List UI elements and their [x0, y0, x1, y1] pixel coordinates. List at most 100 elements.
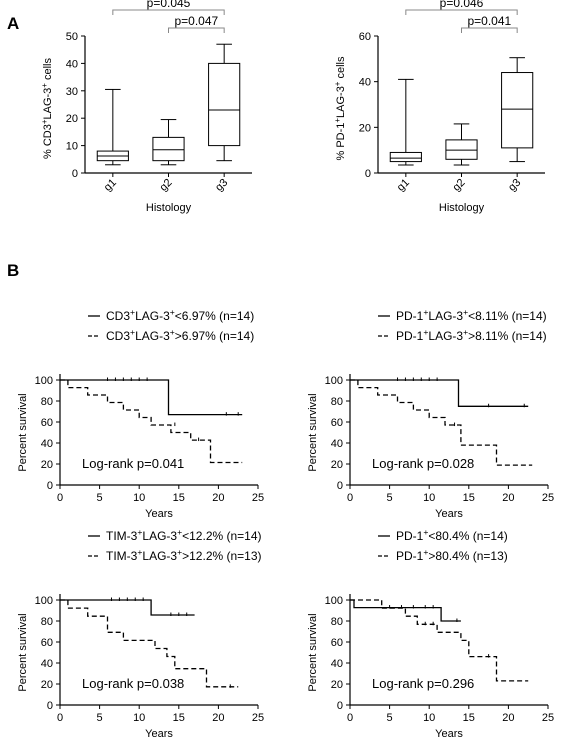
- label-part: % CD3: [42, 124, 54, 159]
- y-axis-label: Percent survival: [17, 613, 29, 691]
- legend-label: PD-1+LAG-3+<8.11% (n=14): [396, 307, 547, 323]
- legend-label: PD-1+>80.4% (n=13): [396, 547, 508, 563]
- y-tick-label: 0: [337, 700, 343, 712]
- x-tick-label: 10: [423, 492, 435, 504]
- x-tick-label: 15: [173, 712, 185, 724]
- label-part: cells: [335, 56, 347, 82]
- x-tick-label: 10: [423, 712, 435, 724]
- box-g2: [152, 119, 185, 166]
- superscript: +: [177, 527, 182, 537]
- panel-b-label: B: [7, 261, 19, 280]
- x-tick-label: 25: [252, 492, 264, 504]
- survival-curve: [350, 379, 529, 407]
- box-iqr: [389, 151, 422, 163]
- superscript: +: [130, 327, 135, 337]
- y-axis-label: Percent survival: [17, 393, 29, 471]
- y-tick-label: 0: [337, 480, 343, 492]
- label-part: CD3: [106, 309, 130, 323]
- label-part: >8.11% (n=14): [468, 329, 547, 343]
- superscript: +: [177, 547, 182, 557]
- label-part: <12.2% (n=14): [182, 529, 261, 543]
- x-tick-label: 10: [133, 492, 145, 504]
- superscript: +: [170, 327, 175, 337]
- x-tick-label: 0: [57, 492, 63, 504]
- box-iqr: [445, 139, 478, 160]
- label-part: LAG-3: [135, 329, 170, 343]
- y-tick-label: 20: [41, 459, 53, 471]
- y-tick-label: 40: [41, 658, 53, 670]
- superscript: +: [333, 81, 342, 86]
- y-tick-label: 40: [41, 438, 53, 450]
- box-g1: [389, 78, 422, 166]
- y-tick-label: 0: [72, 168, 78, 180]
- survival-curve: [60, 379, 243, 416]
- legend-label: TIM-3+LAG-3+>12.2% (n=13): [106, 547, 262, 563]
- y-tick-label: 100: [35, 375, 53, 387]
- label-part: <6.97% (n=14): [175, 309, 254, 323]
- y-tick-label: 10: [66, 141, 78, 153]
- x-tick-label: 20: [502, 712, 514, 724]
- label-part: cells: [42, 58, 54, 84]
- box-iqr: [501, 72, 534, 149]
- series-low: CD3+LAG-3+<6.97% (n=14): [60, 307, 254, 416]
- y-axis-label: Percent survival: [307, 393, 319, 471]
- box-iqr: [152, 136, 185, 162]
- label-part: LAG-3: [135, 309, 170, 323]
- x-tick-label: g3: [506, 177, 523, 194]
- x-tick-label: 5: [97, 712, 103, 724]
- x-tick-label: g1: [102, 177, 119, 194]
- chart-km-tim3-lag3: 0 20 40 60 80 100 0 5 10 15 20 25 Years Percent survi…: [17, 527, 264, 740]
- y-tick-label: 100: [325, 595, 343, 607]
- label-part: >80.4% (n=13): [428, 549, 507, 563]
- y-tick-label: 60: [331, 637, 343, 649]
- x-tick-label: 0: [57, 712, 63, 724]
- y-tick-label: 60: [41, 637, 53, 649]
- p-value-label: p=0.047: [174, 14, 218, 28]
- series-high: PD-1+LAG-3+>8.11% (n=14): [350, 327, 547, 466]
- label-part: <8.11% (n=14): [468, 309, 547, 323]
- legend-label: PD-1+<80.4% (n=14): [396, 527, 508, 543]
- superscript: +: [463, 307, 468, 317]
- box-g3: [208, 43, 241, 162]
- y-tick-label: 20: [331, 679, 343, 691]
- x-axis-label: Years: [435, 728, 463, 740]
- y-tick-label: 20: [66, 113, 78, 125]
- x-tick-label: 5: [387, 712, 393, 724]
- x-tick-label: 25: [252, 712, 264, 724]
- comparison-bracket: [112, 9, 225, 15]
- y-axis-label: % PD-1+LAG-3+ cells: [333, 56, 348, 161]
- superscript: +: [463, 327, 468, 337]
- label-part: PD-1: [396, 549, 424, 563]
- label-part: CD3: [106, 329, 130, 343]
- superscript: +: [423, 307, 428, 317]
- x-tick-label: 5: [387, 492, 393, 504]
- box-g2: [445, 123, 478, 166]
- label-part: PD-1: [396, 309, 424, 323]
- series-low: PD-1+<80.4% (n=14): [350, 527, 508, 622]
- x-tick-label: 15: [463, 492, 475, 504]
- survival-curve: [60, 379, 243, 464]
- y-tick-label: 80: [331, 396, 343, 408]
- x-tick-label: 10: [133, 712, 145, 724]
- y-tick-label: 20: [359, 122, 371, 134]
- survival-curve: [350, 379, 533, 466]
- label-part: PD-1: [396, 329, 424, 343]
- y-tick-label: 80: [41, 616, 53, 628]
- x-tick-label: g2: [450, 177, 467, 194]
- x-tick-label: 20: [502, 492, 514, 504]
- label-part: LAG-3: [42, 88, 54, 120]
- superscript: +: [423, 547, 428, 557]
- label-part: LAG-3: [428, 309, 463, 323]
- comparison-bracket: [461, 27, 518, 33]
- y-tick-label: 0: [365, 168, 371, 180]
- series-low: PD-1+LAG-3+<8.11% (n=14): [350, 307, 547, 408]
- p-value-label: p=0.046: [440, 0, 484, 10]
- comparison-bracket: [405, 9, 518, 15]
- chart-box-cd3-lag3: 0 10 20 30 40 50 g1 g2 g3 p=0.045 p=0.047 Histology…: [40, 0, 252, 214]
- superscript: +: [40, 119, 49, 124]
- x-tick-label: 20: [212, 492, 224, 504]
- chart-box-pd1-lag3: 0 20 40 60 g1 g2 g3 p=0.046 p=0.041 Histology % PD…: [333, 0, 545, 214]
- x-tick-label: 5: [97, 492, 103, 504]
- y-tick-label: 40: [66, 58, 78, 70]
- series-high: TIM-3+LAG-3+>12.2% (n=13): [60, 547, 262, 688]
